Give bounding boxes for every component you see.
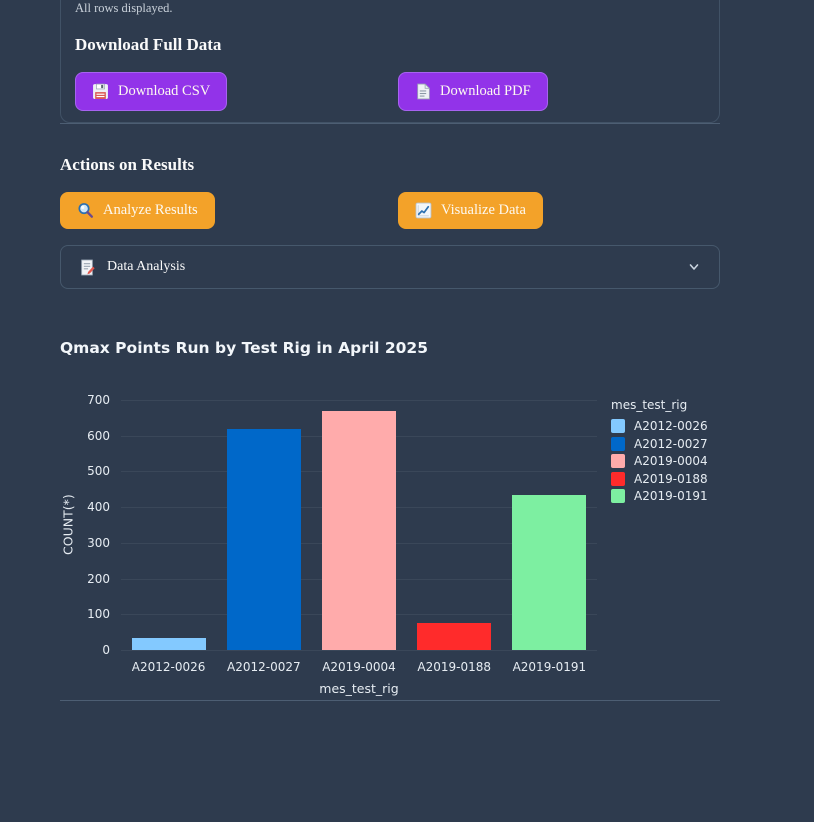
legend-item-A2019-0188: A2019-0188 <box>611 471 708 486</box>
x-tick-label: A2019-0191 <box>512 660 587 674</box>
legend-title: mes_test_rig <box>611 398 688 412</box>
download-pdf-button[interactable]: Download PDF <box>398 72 548 111</box>
chart-title: Qmax Points Run by Test Rig in April 202… <box>60 339 429 357</box>
legend-label: A2019-0191 <box>634 489 708 503</box>
analyze-results-label: Analyze Results <box>103 202 198 218</box>
legend-swatch <box>611 419 625 433</box>
bar-A2019-0188 <box>417 623 492 650</box>
gridline <box>121 400 597 401</box>
bar-chart: COUNT(*) 0 100 200 300 400 500 600 700 A2012-002… <box>60 390 720 700</box>
download-card: All rows displayed. Download Full Data D… <box>60 0 720 123</box>
bar-A2012-0027 <box>226 428 301 650</box>
section-divider <box>60 123 720 124</box>
visualize-data-button[interactable]: Visualize Data <box>398 192 543 229</box>
x-tick-label: A2019-0004 <box>322 660 396 674</box>
y-tick-label: 500 <box>87 464 110 479</box>
page-document-icon <box>415 83 431 100</box>
legend-item-A2019-0191: A2019-0191 <box>611 489 708 503</box>
y-tick-label: 200 <box>87 571 110 586</box>
bar-A2012-0026 <box>131 637 206 650</box>
legend-item-A2012-0027: A2012-0027 <box>611 436 708 451</box>
bottom-divider <box>60 700 720 701</box>
main-content: All rows displayed. Download Full Data D… <box>60 0 720 701</box>
legend-label: A2019-0188 <box>634 471 708 486</box>
legend-item-A2019-0004: A2019-0004 <box>611 454 708 468</box>
download-csv-button[interactable]: Download CSV <box>75 72 228 111</box>
legend-swatch <box>611 471 625 486</box>
y-tick-label: 300 <box>87 535 110 550</box>
y-tick-label: 0 <box>102 643 110 657</box>
legend-label: A2012-0026 <box>634 419 708 433</box>
magnifying-glass-icon <box>77 202 94 219</box>
x-tick-label: A2012-0027 <box>226 660 301 674</box>
legend-label: A2012-0027 <box>634 436 708 451</box>
legend-label: A2019-0004 <box>634 454 708 468</box>
chart-legend: mes_test_rig A2012-0026 A2012-0027 A2019-0… <box>611 398 708 507</box>
x-tick-label: A2019-0188 <box>417 660 491 674</box>
rows-status-text: All rows displayed. <box>75 1 173 15</box>
gridline <box>121 650 597 651</box>
legend-swatch <box>611 436 625 451</box>
y-tick-label: 400 <box>87 500 110 515</box>
download-csv-label: Download CSV <box>118 83 211 99</box>
legend-swatch <box>611 489 625 503</box>
x-axis-title: mes_test_rig <box>319 681 399 696</box>
legend-items: A2012-0026 A2012-0027 A2019-0004 A2019-0188… <box>611 419 708 503</box>
actions-section-heading: Actions on Results <box>60 155 195 174</box>
chart-increasing-icon <box>415 202 432 219</box>
visualize-data-label: Visualize Data <box>441 202 526 218</box>
memo-icon <box>79 259 95 276</box>
y-tick-label: 700 <box>87 393 110 407</box>
data-analysis-expander[interactable]: Data Analysis <box>60 245 720 289</box>
floppy-disk-icon <box>92 83 109 100</box>
download-pdf-label: Download PDF <box>440 83 531 99</box>
expander-label: Data Analysis <box>107 259 186 274</box>
legend-swatch <box>611 454 625 468</box>
bar-A2019-0191 <box>512 494 587 650</box>
analyze-results-button[interactable]: Analyze Results <box>60 192 215 229</box>
legend-item-A2012-0026: A2012-0026 <box>611 419 708 433</box>
y-tick-label: 100 <box>87 607 110 622</box>
y-tick-label: 600 <box>87 428 110 443</box>
download-section-heading: Download Full Data <box>75 35 222 54</box>
bar-A2019-0004 <box>322 410 396 650</box>
x-tick-label: A2012-0026 <box>131 660 206 674</box>
chevron-down-icon[interactable] <box>687 260 701 274</box>
